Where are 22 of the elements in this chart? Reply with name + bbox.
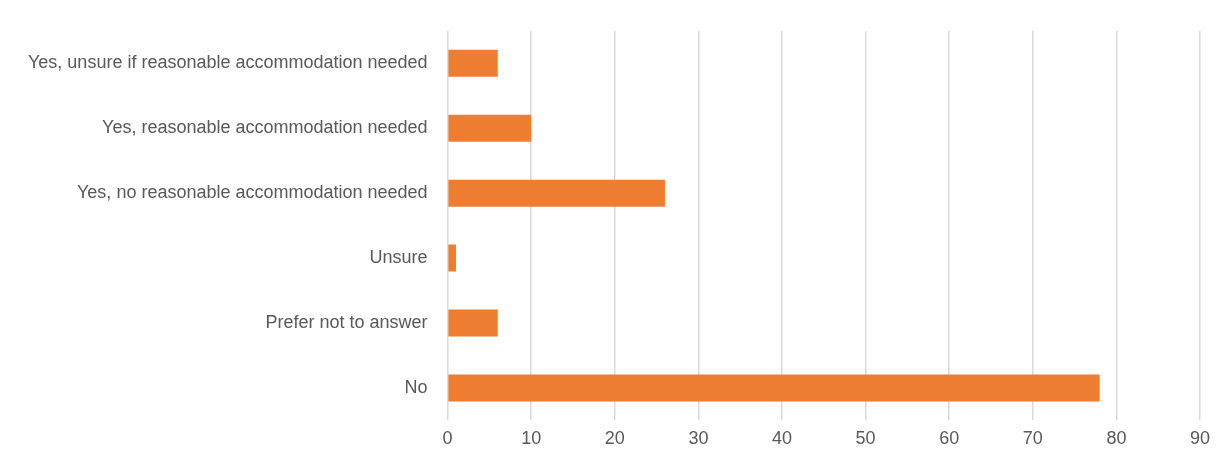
- x-tick-label: 70: [1022, 428, 1043, 449]
- bar: [448, 114, 532, 142]
- bar: [448, 374, 1100, 402]
- x-tick-label: 80: [1106, 428, 1127, 449]
- y-tick-label: Yes, reasonable accommodation needed: [102, 117, 428, 138]
- x-tick-label: 20: [604, 428, 625, 449]
- x-tick-label: 0: [442, 428, 453, 449]
- x-tick-label: 60: [939, 428, 960, 449]
- x-tick-label: 30: [688, 428, 709, 449]
- x-tick-label: 10: [521, 428, 542, 449]
- bar: [448, 179, 665, 207]
- bar: [448, 244, 456, 272]
- bar: [448, 49, 498, 77]
- x-tick-label: 90: [1189, 428, 1211, 449]
- x-tick-label: 50: [855, 428, 876, 449]
- x-tick-label: 40: [771, 428, 793, 449]
- y-tick-label: No: [404, 376, 428, 397]
- y-tick-label: Yes, unsure if reasonable accommodation needed: [27, 52, 428, 73]
- y-tick-label: Unsure: [369, 247, 428, 268]
- bar: [448, 309, 498, 337]
- y-tick-label: Yes, no reasonable accommodation needed: [77, 182, 428, 203]
- y-tick-label: Prefer not to answer: [265, 311, 428, 332]
